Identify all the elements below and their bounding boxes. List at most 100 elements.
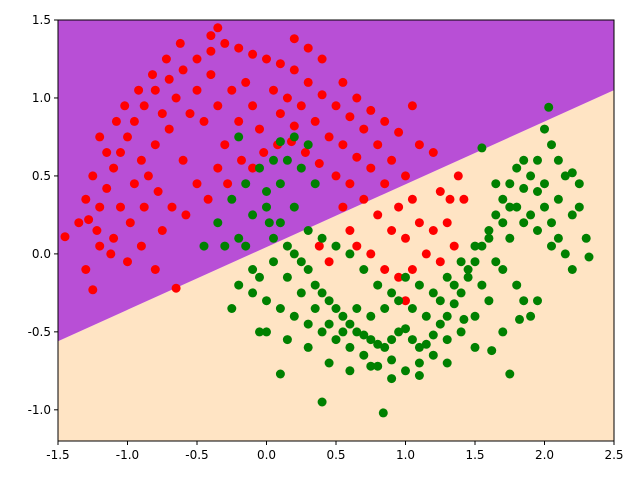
data-point-series-1-35 bbox=[428, 330, 438, 340]
data-point-series-1-129 bbox=[262, 187, 271, 196]
data-point-series-0-119 bbox=[317, 54, 327, 64]
data-point-series-1-111 bbox=[262, 327, 271, 337]
data-point-series-1-109 bbox=[533, 226, 542, 235]
data-point-series-0-66 bbox=[380, 179, 390, 189]
data-point-series-0-76 bbox=[449, 241, 459, 251]
data-point-series-1-93 bbox=[310, 304, 320, 313]
data-points bbox=[60, 23, 594, 418]
data-point-series-1-144 bbox=[470, 241, 480, 251]
data-point-series-0-97 bbox=[192, 179, 202, 189]
data-point-series-0-11 bbox=[178, 65, 188, 75]
data-point-series-0-73 bbox=[428, 226, 438, 235]
data-point-series-1-115 bbox=[345, 366, 355, 376]
x-tick-label-8: 2.5 bbox=[604, 448, 623, 462]
data-point-series-0-72 bbox=[421, 249, 431, 259]
data-point-series-0-28 bbox=[60, 232, 70, 242]
data-point-series-0-87 bbox=[324, 257, 334, 267]
data-point-series-1-37 bbox=[442, 311, 452, 321]
data-point-series-1-130 bbox=[275, 179, 285, 189]
data-point-series-0-27 bbox=[401, 171, 410, 181]
data-point-series-1-29 bbox=[387, 335, 397, 345]
data-point-series-0-43 bbox=[192, 85, 202, 95]
data-point-series-1-158 bbox=[560, 171, 570, 181]
data-point-series-1-44 bbox=[491, 210, 501, 220]
data-point-series-1-0 bbox=[199, 241, 209, 251]
data-point-series-1-68 bbox=[498, 265, 508, 274]
data-point-series-1-100 bbox=[407, 304, 417, 313]
data-point-series-1-36 bbox=[435, 319, 445, 329]
data-point-series-0-59 bbox=[324, 132, 334, 142]
data-point-series-0-127 bbox=[428, 148, 438, 157]
y-tick-label-3: 0.5 bbox=[32, 169, 51, 183]
data-point-series-1-87 bbox=[234, 280, 244, 290]
data-point-series-1-77 bbox=[373, 361, 383, 371]
data-point-series-1-47 bbox=[512, 163, 522, 173]
data-point-series-0-115 bbox=[213, 23, 223, 33]
y-tick-label-0: -1.0 bbox=[28, 403, 51, 417]
data-point-series-0-29 bbox=[81, 265, 91, 274]
data-point-series-0-46 bbox=[213, 101, 223, 111]
data-point-series-1-53 bbox=[553, 233, 563, 243]
data-point-series-0-58 bbox=[310, 116, 320, 126]
data-point-series-0-37 bbox=[150, 140, 160, 150]
x-axis: -1.5 -1.0 -0.5 0.0 0.5 1.0 1.5 2.0 2.5 bbox=[46, 441, 624, 462]
lower-decision-region bbox=[58, 90, 614, 441]
data-point-series-1-147 bbox=[512, 202, 522, 212]
data-point-series-1-40 bbox=[463, 272, 473, 282]
data-point-series-0-65 bbox=[373, 210, 383, 220]
data-point-series-0-52 bbox=[255, 124, 264, 134]
x-tick-label-6: 1.5 bbox=[465, 448, 484, 462]
data-point-series-1-72 bbox=[442, 335, 452, 345]
data-point-series-1-138 bbox=[387, 288, 397, 298]
data-point-series-1-60 bbox=[553, 155, 563, 165]
data-point-series-1-66 bbox=[526, 311, 536, 321]
data-point-series-1-17 bbox=[303, 265, 313, 274]
data-point-series-0-1 bbox=[84, 215, 94, 225]
data-point-series-0-79 bbox=[338, 202, 348, 212]
data-point-series-0-70 bbox=[407, 194, 417, 204]
data-point-series-0-38 bbox=[157, 109, 167, 119]
data-point-series-1-11 bbox=[262, 202, 271, 212]
data-point-series-1-32 bbox=[407, 335, 417, 345]
data-point-series-1-58 bbox=[584, 252, 594, 262]
data-point-series-0-110 bbox=[120, 101, 130, 111]
data-point-series-0-50 bbox=[241, 77, 251, 87]
data-point-series-0-81 bbox=[352, 241, 362, 251]
data-point-series-1-125 bbox=[378, 408, 388, 418]
data-point-series-0-23 bbox=[345, 112, 355, 122]
data-point-series-1-19 bbox=[317, 288, 327, 298]
data-point-series-0-7 bbox=[129, 116, 139, 126]
data-point-series-1-50 bbox=[533, 187, 542, 196]
data-point-series-0-88 bbox=[314, 241, 324, 251]
y-tick-label-4: 1.0 bbox=[32, 91, 51, 105]
data-point-series-1-30 bbox=[394, 327, 404, 337]
data-point-series-1-124 bbox=[317, 397, 327, 407]
data-point-series-1-160 bbox=[310, 179, 320, 189]
data-point-series-1-57 bbox=[581, 233, 591, 243]
y-tick-label-1: -0.5 bbox=[28, 325, 51, 339]
data-point-series-1-155 bbox=[491, 179, 501, 189]
data-point-series-0-133 bbox=[81, 194, 91, 204]
data-point-series-1-164 bbox=[264, 218, 274, 228]
data-point-series-1-49 bbox=[526, 171, 536, 181]
data-point-series-1-103 bbox=[449, 280, 459, 290]
data-point-series-1-16 bbox=[296, 257, 306, 267]
data-point-series-0-48 bbox=[227, 85, 237, 95]
data-point-series-0-132 bbox=[88, 171, 98, 181]
data-point-series-1-46 bbox=[505, 179, 515, 189]
data-point-series-0-130 bbox=[95, 132, 105, 142]
data-point-series-0-91 bbox=[123, 257, 132, 267]
data-point-series-1-24 bbox=[352, 327, 362, 337]
data-point-series-0-19 bbox=[289, 65, 299, 75]
data-point-series-1-4 bbox=[255, 163, 264, 173]
data-point-series-0-107 bbox=[314, 159, 324, 168]
data-point-series-0-6 bbox=[123, 132, 132, 142]
data-point-series-1-137 bbox=[373, 280, 383, 290]
data-point-series-0-80 bbox=[345, 226, 355, 235]
data-point-series-1-20 bbox=[324, 296, 334, 306]
data-point-series-0-118 bbox=[303, 43, 313, 53]
data-point-series-0-14 bbox=[220, 38, 230, 48]
data-point-series-1-161 bbox=[282, 155, 292, 165]
data-point-series-1-2 bbox=[227, 194, 237, 204]
